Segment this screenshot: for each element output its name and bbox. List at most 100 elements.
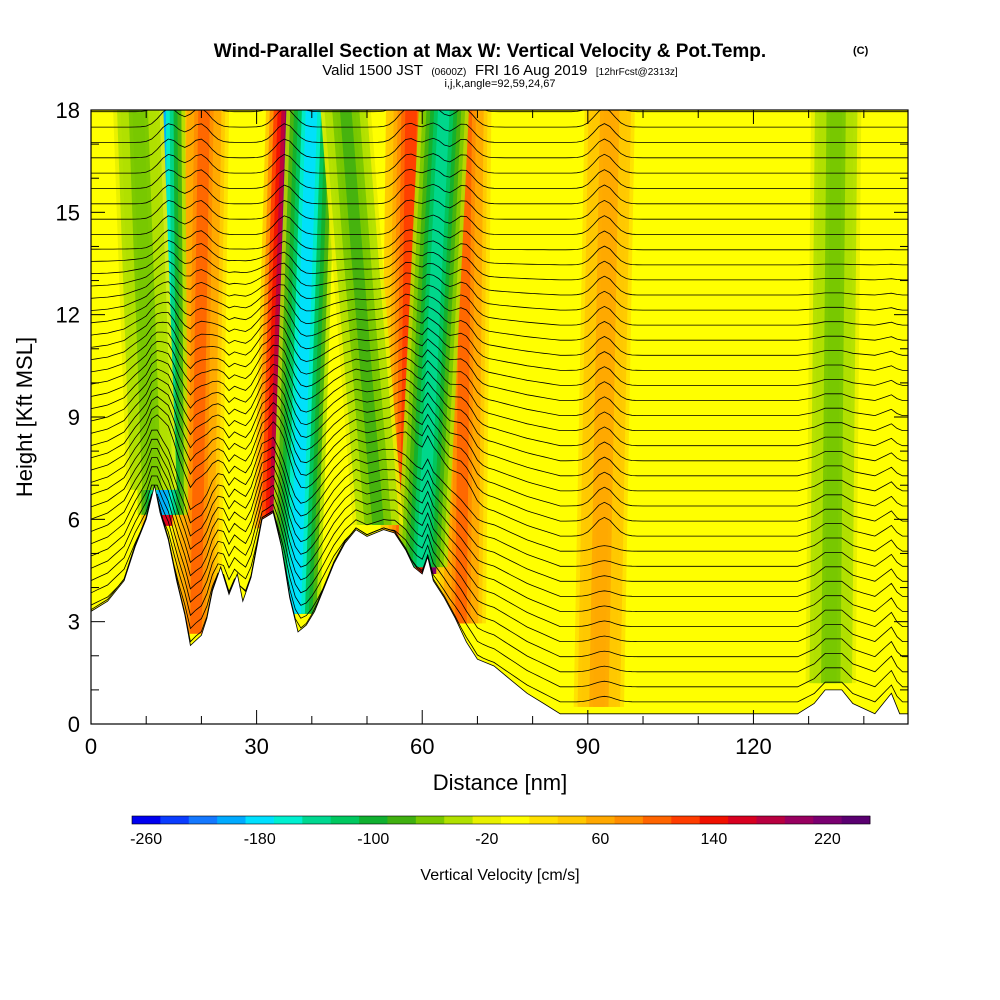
colorbar-swatch (387, 816, 417, 824)
colorbar-swatch (586, 816, 615, 824)
colorbar-tick-label: -100 (357, 831, 389, 848)
colorbar-swatch (756, 816, 786, 824)
x-tick-label: 120 (735, 734, 772, 759)
y-tick-label: 6 (68, 507, 80, 532)
colorbar-swatch (813, 816, 843, 824)
colorbar-swatch (841, 816, 871, 824)
colorbar-swatch (273, 816, 303, 824)
y-axis: 0 3 6 9 12 15 18 (56, 98, 908, 737)
x-tick-label: 0 (85, 734, 97, 759)
isentrope-19 (91, 340, 908, 417)
chart-indices: i,j,k,angle=92,59,24,67 (444, 78, 555, 90)
updraft-band-4-level-5 (190, 110, 210, 634)
colorbar-swatch (444, 816, 474, 824)
isentrope-10 (91, 429, 908, 552)
isentrope-15 (91, 377, 908, 477)
colorbar-swatch (728, 816, 757, 824)
colorbar-swatch (415, 816, 445, 824)
isentrope-32 (91, 199, 908, 220)
colorbar-swatch (330, 816, 360, 824)
isentrope-8 (91, 447, 908, 582)
isentrope-29 (91, 239, 908, 266)
downdraft-band-3 (320, 110, 404, 525)
isentrope-36 (91, 137, 908, 159)
updraft-band-5 (435, 110, 492, 624)
isentrope-37 (91, 122, 908, 143)
colorbar-swatch (784, 816, 814, 824)
x-tick-label: 90 (576, 734, 600, 759)
downdraft-band-1-level-5 (289, 110, 318, 614)
terrain-mask (91, 485, 908, 724)
isentrope-21 (91, 321, 908, 386)
isentrope-20 (91, 331, 908, 401)
isentrope-11 (91, 414, 908, 537)
colorbar-swatch (614, 816, 644, 824)
x-tick-label: 60 (410, 734, 434, 759)
colorbar-label: Vertical Velocity [cm/s] (420, 867, 579, 884)
isentrope-6 (91, 466, 908, 612)
colorbar-swatch (557, 816, 587, 824)
isentrope-25 (91, 281, 908, 326)
y-tick-label: 9 (68, 405, 80, 430)
isentrope-38 (91, 110, 908, 128)
colorbar-swatch (302, 816, 332, 824)
colorbar-swatch (501, 816, 530, 824)
colorbar-swatch (245, 816, 275, 824)
subtitle-forecast: [12hrFcst@2313z] (596, 67, 678, 78)
y-tick-label: 3 (68, 610, 80, 635)
isentrope-39 (91, 110, 908, 113)
isentrope-31 (91, 214, 908, 235)
chart-subtitle: Valid 1500 JST (0600Z) FRI 16 Aug 2019 [… (322, 62, 678, 79)
isentrope-12 (91, 405, 908, 522)
downdraft-band-2-level-5 (416, 110, 450, 568)
colorbar-tick-label: 140 (701, 831, 728, 848)
colorbar-swatch (188, 816, 218, 824)
colorbar-swatch (642, 816, 672, 824)
y-tick-label: 12 (56, 303, 80, 328)
isentrope-5 (91, 475, 908, 628)
colorbar-tick-label: 60 (591, 831, 609, 848)
colorbar: -260 -180 -100 -20 60 140 220 (130, 815, 871, 848)
subtitle-utc: (0600Z) (431, 67, 466, 78)
isentrope-28 (91, 250, 908, 281)
downdraft-band-4 (113, 110, 177, 490)
plot-area (91, 110, 908, 724)
isentrope-24 (91, 291, 908, 341)
y-tick-label: 15 (56, 200, 80, 225)
y-tick-label: 0 (68, 712, 80, 737)
isentrope-17 (91, 359, 908, 447)
isentrope-35 (91, 153, 908, 174)
downdraft-band-4-level-5 (132, 110, 158, 490)
isentrope-26 (91, 270, 908, 311)
downdraft-band-1 (270, 110, 337, 614)
isentrope-34 (91, 168, 908, 189)
y-axis-label: Height [Kft MSL] (12, 337, 37, 497)
colorbar-swatch (160, 816, 190, 824)
colorbar-swatch (529, 816, 559, 824)
colorbar-tick-label: -20 (475, 831, 498, 848)
colorbar-swatch (699, 816, 729, 824)
downdraft-band-5 (805, 110, 862, 684)
colorbar-swatch (671, 816, 701, 824)
title-mark: (C) (853, 45, 869, 57)
isentrope-13 (91, 396, 908, 507)
colorbar-frame (131, 815, 871, 825)
isentrope-9 (91, 438, 908, 567)
isentrope-3 (91, 493, 908, 658)
colorbar-swatch (217, 816, 246, 824)
isentrope-2 (91, 494, 908, 673)
isentrope-4 (91, 484, 908, 643)
isentrope-18 (91, 350, 908, 432)
isentrope-27 (91, 260, 908, 296)
downdraft-band-2 (397, 110, 469, 568)
downdraft-band-5-level-5 (824, 110, 842, 684)
isentrope-16 (91, 368, 908, 462)
colorbar-swatch (132, 816, 161, 824)
isentrope-22 (91, 311, 908, 371)
x-tick-label: 30 (244, 734, 268, 759)
pot-temp-contours (91, 110, 908, 703)
updraft-band-6-level-5 (593, 110, 616, 707)
colorbar-swatch (472, 816, 502, 824)
isentrope-1 (91, 494, 908, 688)
